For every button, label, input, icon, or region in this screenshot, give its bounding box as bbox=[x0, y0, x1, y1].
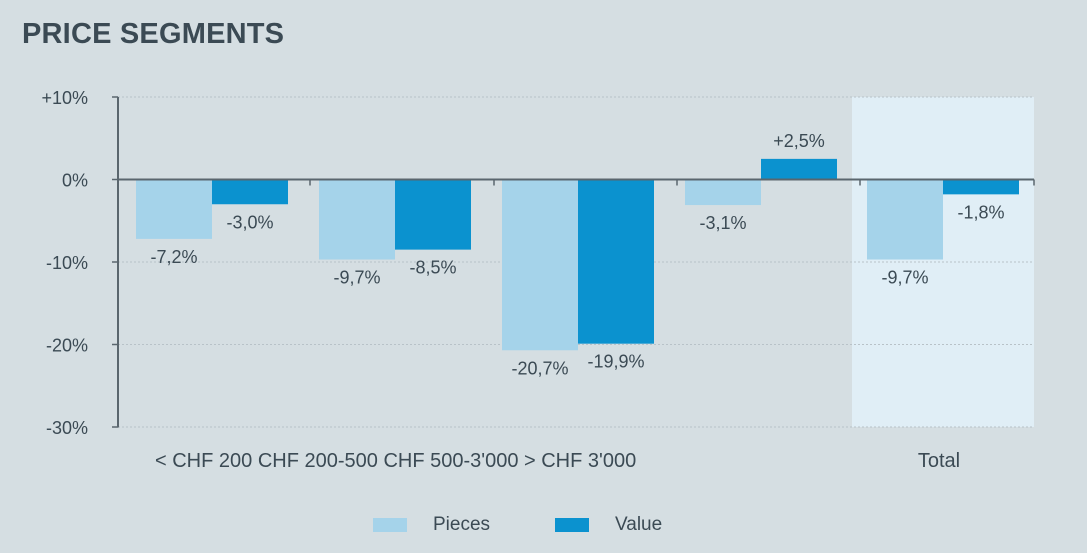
data-label-value-0: -3,0% bbox=[226, 212, 273, 232]
data-label-pieces-2: -20,7% bbox=[511, 358, 568, 378]
legend-label-value: Value bbox=[615, 514, 663, 535]
data-label-pieces-1: -9,7% bbox=[333, 268, 380, 288]
y-tick-label: +10% bbox=[41, 88, 88, 108]
y-tick-label: -10% bbox=[46, 253, 88, 273]
bar-value-1 bbox=[395, 179, 471, 250]
bar-pieces-1 bbox=[319, 179, 395, 260]
x-axis-total-label: Total bbox=[918, 450, 960, 472]
data-label-pieces-3: -3,1% bbox=[699, 213, 746, 233]
bar-pieces-0 bbox=[136, 179, 212, 239]
data-label-value-3: +2,5% bbox=[773, 131, 825, 151]
y-tick-label: -20% bbox=[46, 336, 88, 356]
y-tick-labels: +10% 0% -10% -20% -30% bbox=[41, 88, 88, 438]
legend-item-value: Value bbox=[555, 513, 662, 537]
data-label-value-1: -8,5% bbox=[409, 258, 456, 278]
legend-swatch-pieces bbox=[373, 518, 407, 532]
legend-item-pieces: Pieces bbox=[373, 513, 490, 537]
axes bbox=[112, 96, 1035, 428]
bars bbox=[136, 158, 1019, 351]
bar-pieces-2 bbox=[502, 179, 578, 351]
data-labels: -7,2% -9,7% -20,7% -3,1% -9,7% -3,0% -8,5% -19,… bbox=[150, 131, 1004, 378]
y-tick-label: 0% bbox=[62, 171, 88, 191]
data-label-pieces-4: -9,7% bbox=[881, 268, 928, 288]
data-label-value-2: -19,9% bbox=[587, 352, 644, 372]
x-axis-category-labels: < CHF 200 CHF 200-500 CHF 500-3'000 > CH… bbox=[155, 450, 636, 472]
bar-value-2 bbox=[578, 179, 654, 344]
bar-value-4 bbox=[943, 179, 1019, 195]
bar-pieces-3 bbox=[685, 179, 761, 206]
legend: Pieces Value bbox=[0, 513, 1087, 537]
data-label-pieces-0: -7,2% bbox=[150, 247, 197, 267]
bar-value-3 bbox=[761, 158, 837, 180]
y-tick-label: -30% bbox=[46, 418, 88, 438]
legend-label-pieces: Pieces bbox=[433, 514, 491, 535]
bar-value-0 bbox=[212, 179, 288, 205]
chart-title: PRICE SEGMENTS bbox=[22, 18, 285, 50]
data-label-value-4: -1,8% bbox=[957, 202, 1004, 222]
legend-swatch-value bbox=[555, 518, 589, 532]
bar-pieces-4 bbox=[867, 179, 943, 260]
